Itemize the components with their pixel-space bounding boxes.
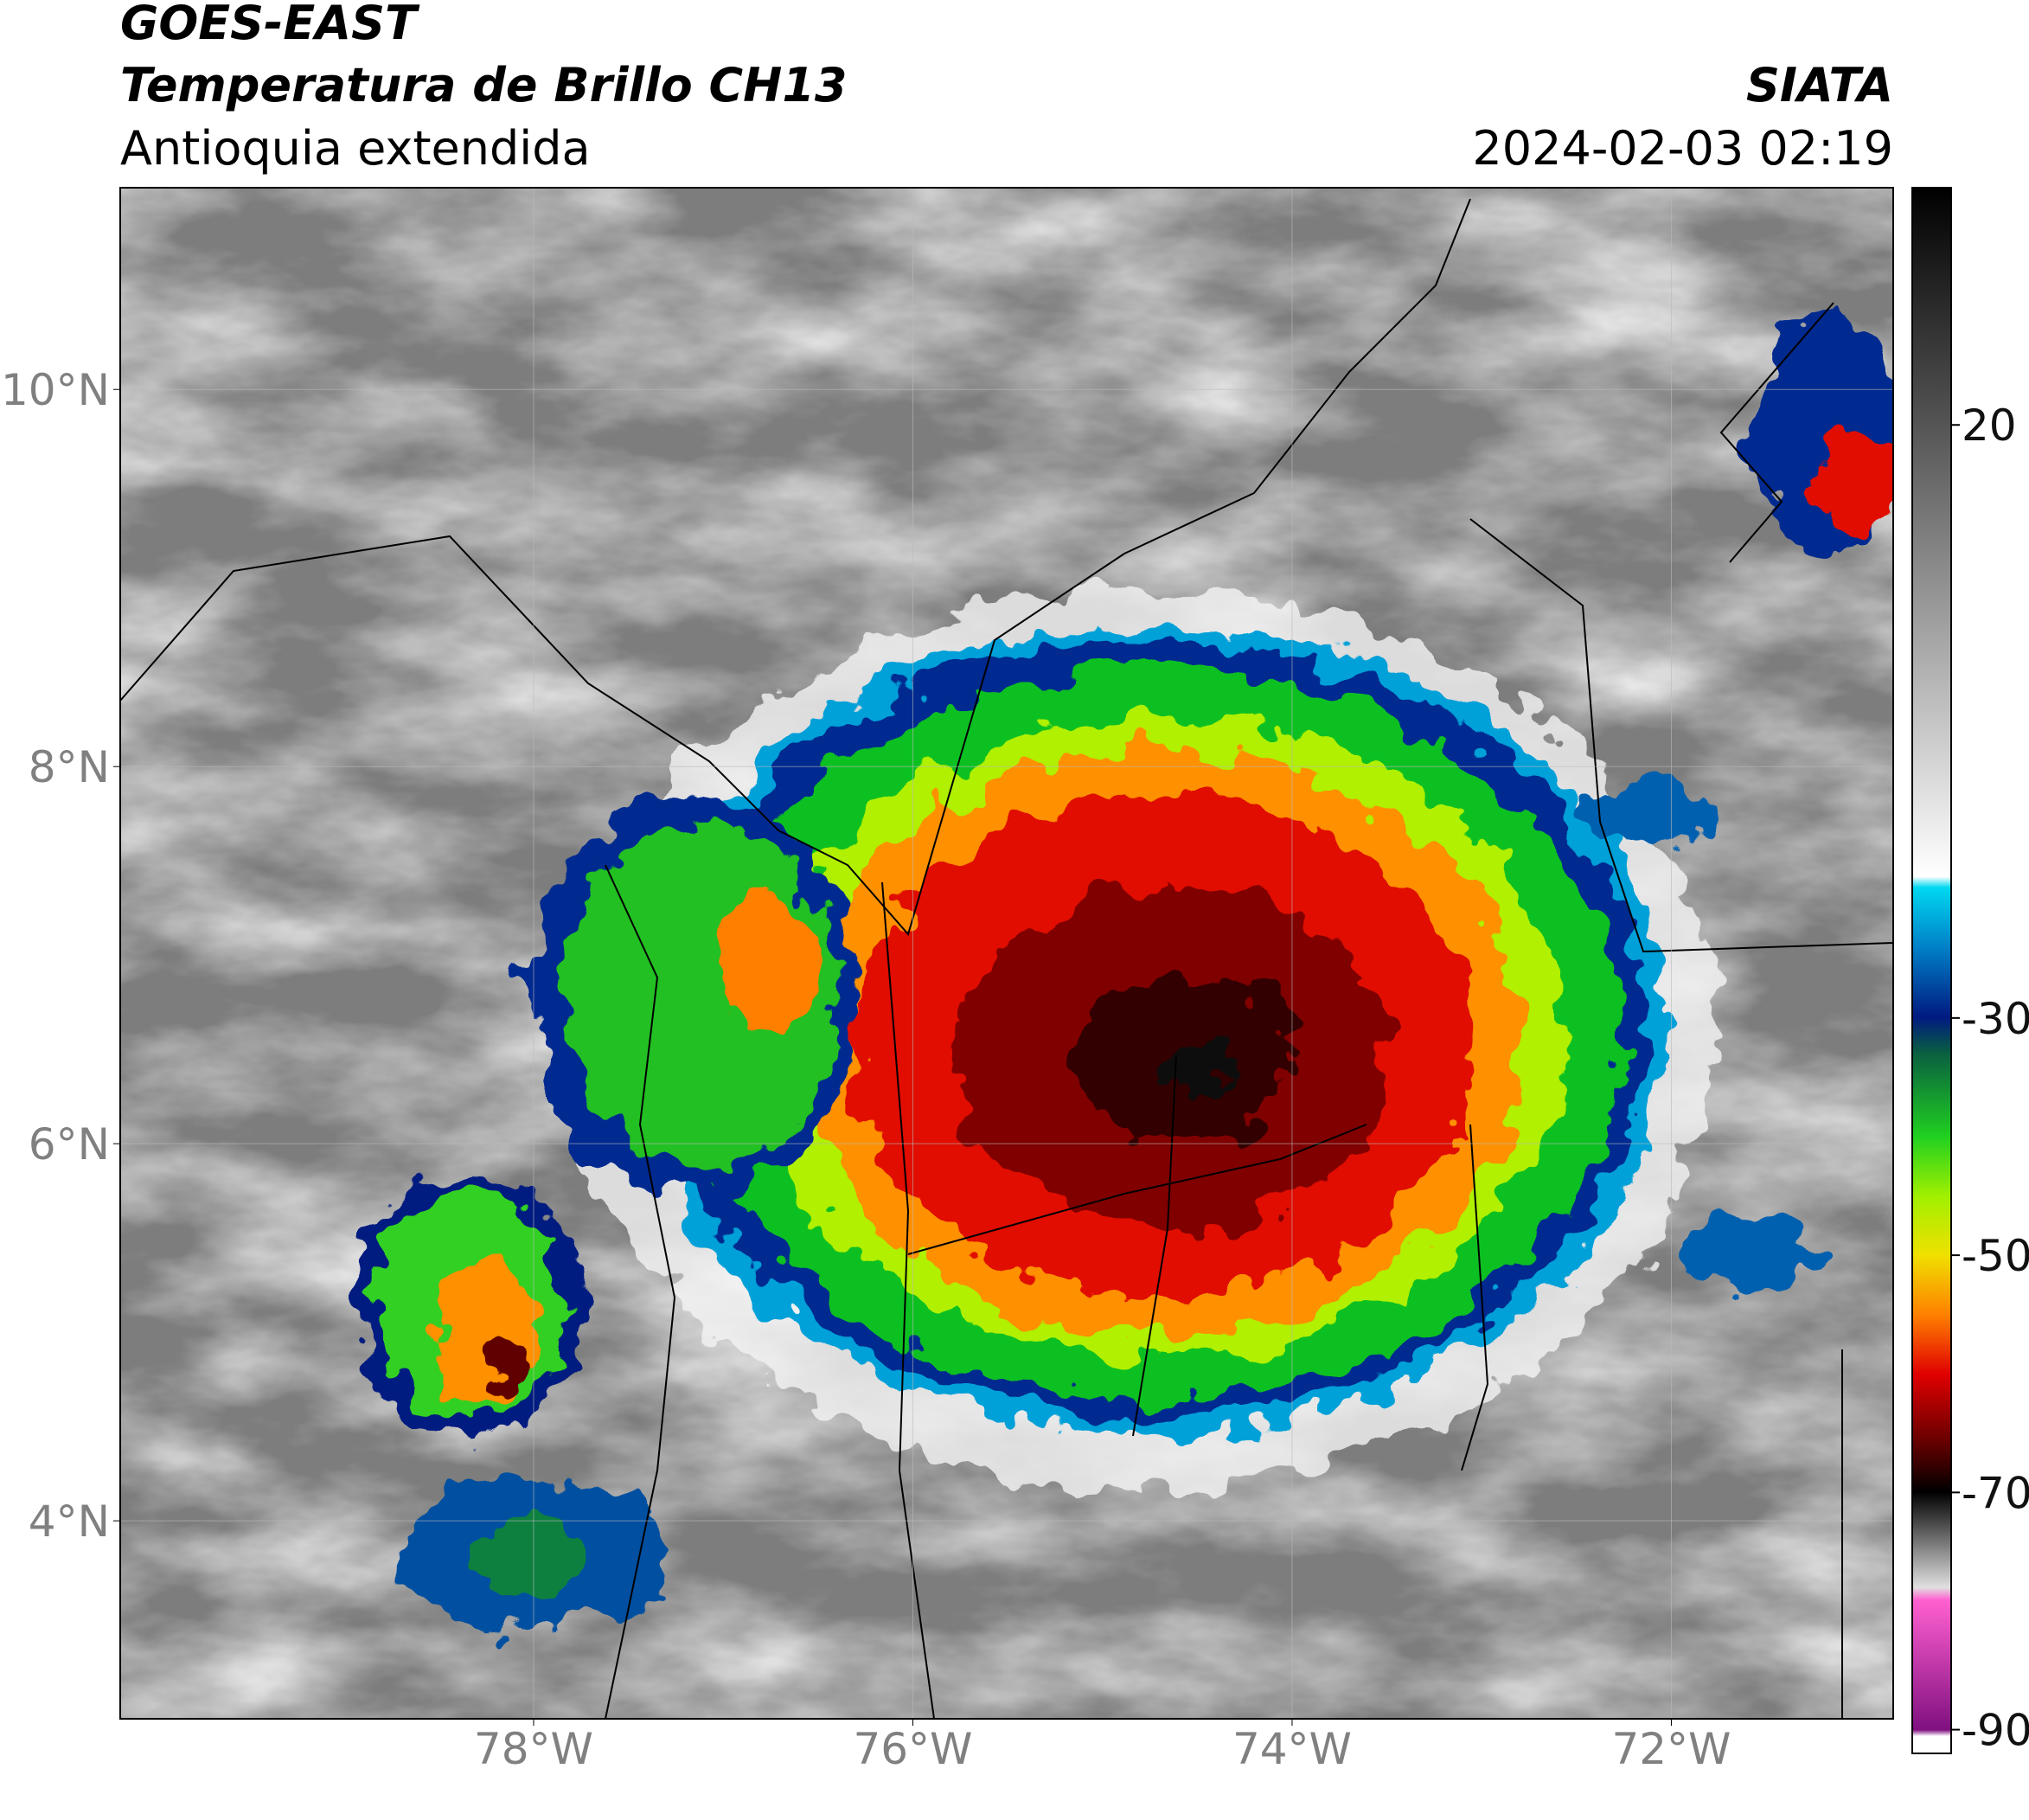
satellite-image xyxy=(120,188,1893,1719)
lat-tick-label: 6°N xyxy=(29,1119,110,1170)
colorbar-tick-label: -30 xyxy=(1962,994,2029,1044)
lon-tick-label: 78°W xyxy=(474,1724,593,1774)
product: Temperatura de Brillo CH13 xyxy=(120,58,848,112)
lat-tick-label: 8°N xyxy=(29,742,110,792)
satellite: GOES-EAST xyxy=(120,0,420,50)
region: Antioquia extendida xyxy=(120,121,591,176)
lat-tick-label: 10°N xyxy=(1,365,110,415)
lon-tick-label: 76°W xyxy=(853,1724,972,1774)
colorbar xyxy=(1911,187,1952,1754)
agency: SIATA xyxy=(1746,58,1893,112)
colorbar-tick-label: -70 xyxy=(1962,1468,2029,1518)
map-frame xyxy=(119,187,1894,1720)
lon-tick-label: 72°W xyxy=(1611,1724,1731,1774)
datetime: 2024-02-03 02:19 xyxy=(1472,121,1893,176)
colorbar-tick-label: -90 xyxy=(1962,1706,2029,1756)
colorbar-tick-label: -50 xyxy=(1962,1231,2029,1281)
lon-tick-label: 74°W xyxy=(1232,1724,1352,1774)
colorbar-tick-label: 20 xyxy=(1962,401,2017,451)
lat-tick-label: 4°N xyxy=(29,1496,110,1547)
borders xyxy=(120,198,1893,1719)
